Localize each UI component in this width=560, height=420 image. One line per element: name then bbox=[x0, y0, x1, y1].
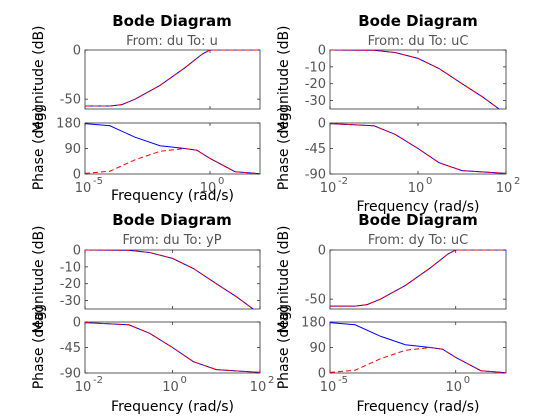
phase-axis-label: Phase (deg) bbox=[31, 107, 47, 191]
y-tick-label: -20 bbox=[60, 277, 81, 292]
y-tick-label: -20 bbox=[305, 77, 326, 92]
magnitude-axis-label: Magnitude (dB) bbox=[31, 225, 47, 333]
x-tick-label: 10 bbox=[75, 380, 92, 395]
x-tick-label: 10 bbox=[200, 181, 217, 196]
y-tick-label: 0 bbox=[318, 244, 326, 259]
phase-series-dashed bbox=[85, 322, 260, 373]
magnitude-series-solid bbox=[85, 50, 260, 107]
phase-axis-label: Phase (deg) bbox=[276, 306, 292, 390]
chart-subtitle: From: du To: u bbox=[126, 34, 218, 49]
y-tick-label: -10 bbox=[60, 260, 81, 275]
x-tick-exponent: 2 bbox=[268, 375, 274, 386]
magnitude-axis-label: Magnitude (dB) bbox=[276, 225, 292, 333]
phase-axes-frame bbox=[329, 321, 507, 374]
chart-subtitle: From: dy To: uC bbox=[368, 233, 468, 248]
y-tick-label: 180 bbox=[301, 316, 326, 331]
y-tick-label: 0 bbox=[318, 367, 326, 382]
x-tick-exponent: 0 bbox=[464, 375, 470, 386]
y-tick-label: 0 bbox=[318, 117, 326, 132]
x-tick-label: 10 bbox=[445, 380, 462, 395]
y-tick-label: -90 bbox=[60, 367, 81, 382]
x-tick-exponent: -2 bbox=[338, 176, 348, 187]
y-tick-label: 180 bbox=[56, 117, 81, 132]
magnitude-series-dashed bbox=[330, 50, 500, 109]
x-tick-label: 10 bbox=[75, 181, 92, 196]
x-tick-label: 10 bbox=[320, 380, 337, 395]
y-tick-label: 90 bbox=[309, 341, 326, 356]
x-tick-exponent: -5 bbox=[338, 375, 348, 386]
y-tick-label: 0 bbox=[73, 316, 81, 331]
x-tick-label: 10 bbox=[496, 181, 513, 196]
y-tick-label: -50 bbox=[305, 293, 326, 308]
y-tick-label: 0 bbox=[73, 44, 81, 59]
x-tick-label: 10 bbox=[162, 380, 179, 395]
x-axis-label: Frequency (rad/s) bbox=[357, 199, 480, 215]
x-tick-label: 10 bbox=[408, 181, 425, 196]
magnitude-axes-frame bbox=[329, 249, 507, 310]
magnitude-axis-label: Magnitude (dB) bbox=[31, 25, 47, 133]
y-tick-label: -50 bbox=[60, 93, 81, 108]
x-tick-exponent: -2 bbox=[93, 375, 103, 386]
x-axis-label: Frequency (rad/s) bbox=[357, 399, 480, 415]
x-tick-exponent: 0 bbox=[218, 176, 224, 187]
chart-title: Bode Diagram bbox=[112, 211, 231, 229]
chart-title: Bode Diagram bbox=[358, 211, 477, 229]
y-tick-label: 0 bbox=[73, 168, 81, 183]
y-tick-label: -45 bbox=[305, 142, 326, 157]
phase-axes-frame bbox=[84, 122, 261, 175]
x-axis-label: Frequency (rad/s) bbox=[111, 399, 234, 415]
x-tick-exponent: 0 bbox=[181, 375, 187, 386]
chart-subtitle: From: du To: yP bbox=[122, 233, 221, 248]
y-tick-label: -10 bbox=[305, 60, 326, 75]
x-tick-label: 10 bbox=[320, 181, 337, 196]
chart-subtitle: From: du To: uC bbox=[368, 34, 469, 49]
phase-series-dashed bbox=[85, 147, 260, 174]
phase-series-dashed bbox=[330, 346, 506, 373]
chart-title: Bode Diagram bbox=[358, 12, 477, 30]
x-tick-exponent: 0 bbox=[426, 176, 432, 187]
x-tick-exponent: 2 bbox=[514, 176, 520, 187]
y-tick-label: 0 bbox=[318, 44, 326, 59]
y-tick-label: -90 bbox=[305, 168, 326, 183]
chart-title: Bode Diagram bbox=[112, 12, 231, 30]
magnitude-axes-frame bbox=[84, 249, 261, 310]
magnitude-series-dashed bbox=[85, 250, 254, 309]
x-tick-label: 10 bbox=[250, 380, 267, 395]
magnitude-axes-frame bbox=[329, 49, 507, 110]
phase-axis-label: Phase (deg) bbox=[31, 306, 47, 390]
x-tick-exponent: -5 bbox=[93, 176, 103, 187]
y-tick-label: -30 bbox=[305, 94, 326, 109]
y-tick-label: -30 bbox=[60, 294, 81, 309]
x-axis-label: Frequency (rad/s) bbox=[111, 188, 234, 204]
magnitude-axis-label: Magnitude (dB) bbox=[276, 25, 292, 133]
magnitude-axes-frame bbox=[84, 49, 261, 110]
phase-axis-label: Phase (deg) bbox=[276, 107, 292, 191]
y-tick-label: 0 bbox=[73, 244, 81, 259]
phase-series-dashed bbox=[330, 123, 506, 174]
magnitude-series-solid bbox=[330, 250, 506, 307]
y-tick-label: -45 bbox=[60, 341, 81, 356]
y-tick-label: 90 bbox=[64, 142, 81, 157]
